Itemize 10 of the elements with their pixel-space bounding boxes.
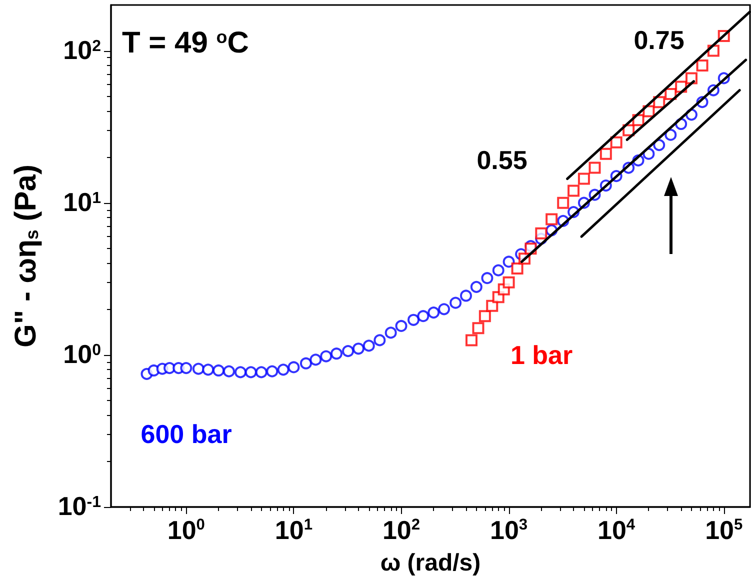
series-label: 1 bar <box>510 340 573 370</box>
y-tick-label: 10$^{-1}$ <box>58 491 101 523</box>
y-axis-title: G" - ωηs (Pa) <box>10 164 42 348</box>
annotation: 0.75 <box>634 25 684 55</box>
annotation: 0.55 <box>476 145 528 175</box>
y-tick-label: 10$^{0}$ <box>63 338 101 371</box>
x-axis-title: ω (rad/s) <box>380 550 481 576</box>
series-label: 600 bar <box>140 418 232 449</box>
y-tick-label: 10$^{2}$ <box>63 34 101 67</box>
y-tick-label: 10$^{1}$ <box>63 186 101 219</box>
